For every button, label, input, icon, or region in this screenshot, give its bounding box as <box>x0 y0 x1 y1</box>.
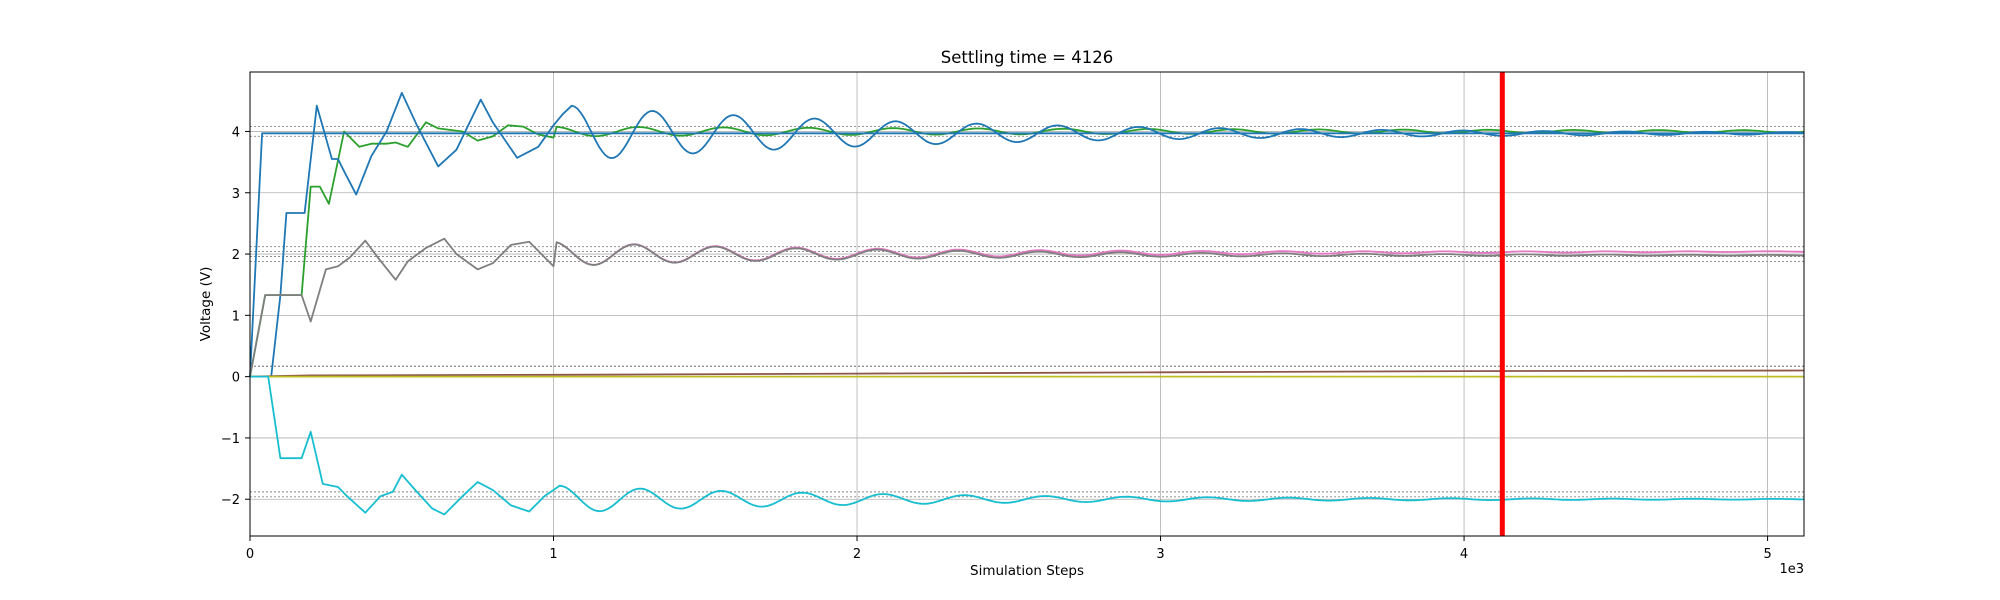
x-axis: 0 1 2 3 4 5 <box>246 536 1772 562</box>
x-tick-label: 1 <box>549 547 557 562</box>
series-line-blue-osc <box>250 91 1805 378</box>
x-axis-label: Simulation Steps <box>970 563 1084 579</box>
series-line-brown <box>249 369 1805 378</box>
y-tick-label: −1 <box>221 432 240 447</box>
x-tick-label: 2 <box>853 547 861 562</box>
x-tick-label: 5 <box>1763 547 1771 562</box>
x-axis-offset-label: 1e3 <box>1779 562 1804 577</box>
chart-title: Settling time = 4126 <box>941 48 1114 67</box>
plot-area <box>250 72 1804 536</box>
series-line-gray <box>249 237 1805 377</box>
y-tick-label: −2 <box>221 493 240 508</box>
series-line-blue-fast <box>249 132 1804 377</box>
series-group <box>249 91 1805 516</box>
y-axis-label: Voltage (V) <box>198 267 214 342</box>
y-tick-label: 0 <box>232 371 240 386</box>
x-tick-label: 4 <box>1460 547 1468 562</box>
y-tick-label: 3 <box>232 187 240 202</box>
plot-frame <box>249 71 1805 537</box>
y-axis: −2 −1 0 1 2 3 4 <box>221 125 250 508</box>
x-tick-label: 0 <box>246 547 254 562</box>
y-tick-label: 1 <box>232 309 240 324</box>
y-tick-label: 4 <box>232 125 240 140</box>
y-tick-label: 2 <box>232 248 240 263</box>
x-tick-label: 3 <box>1156 547 1164 562</box>
series-line-cyan <box>250 375 1804 516</box>
